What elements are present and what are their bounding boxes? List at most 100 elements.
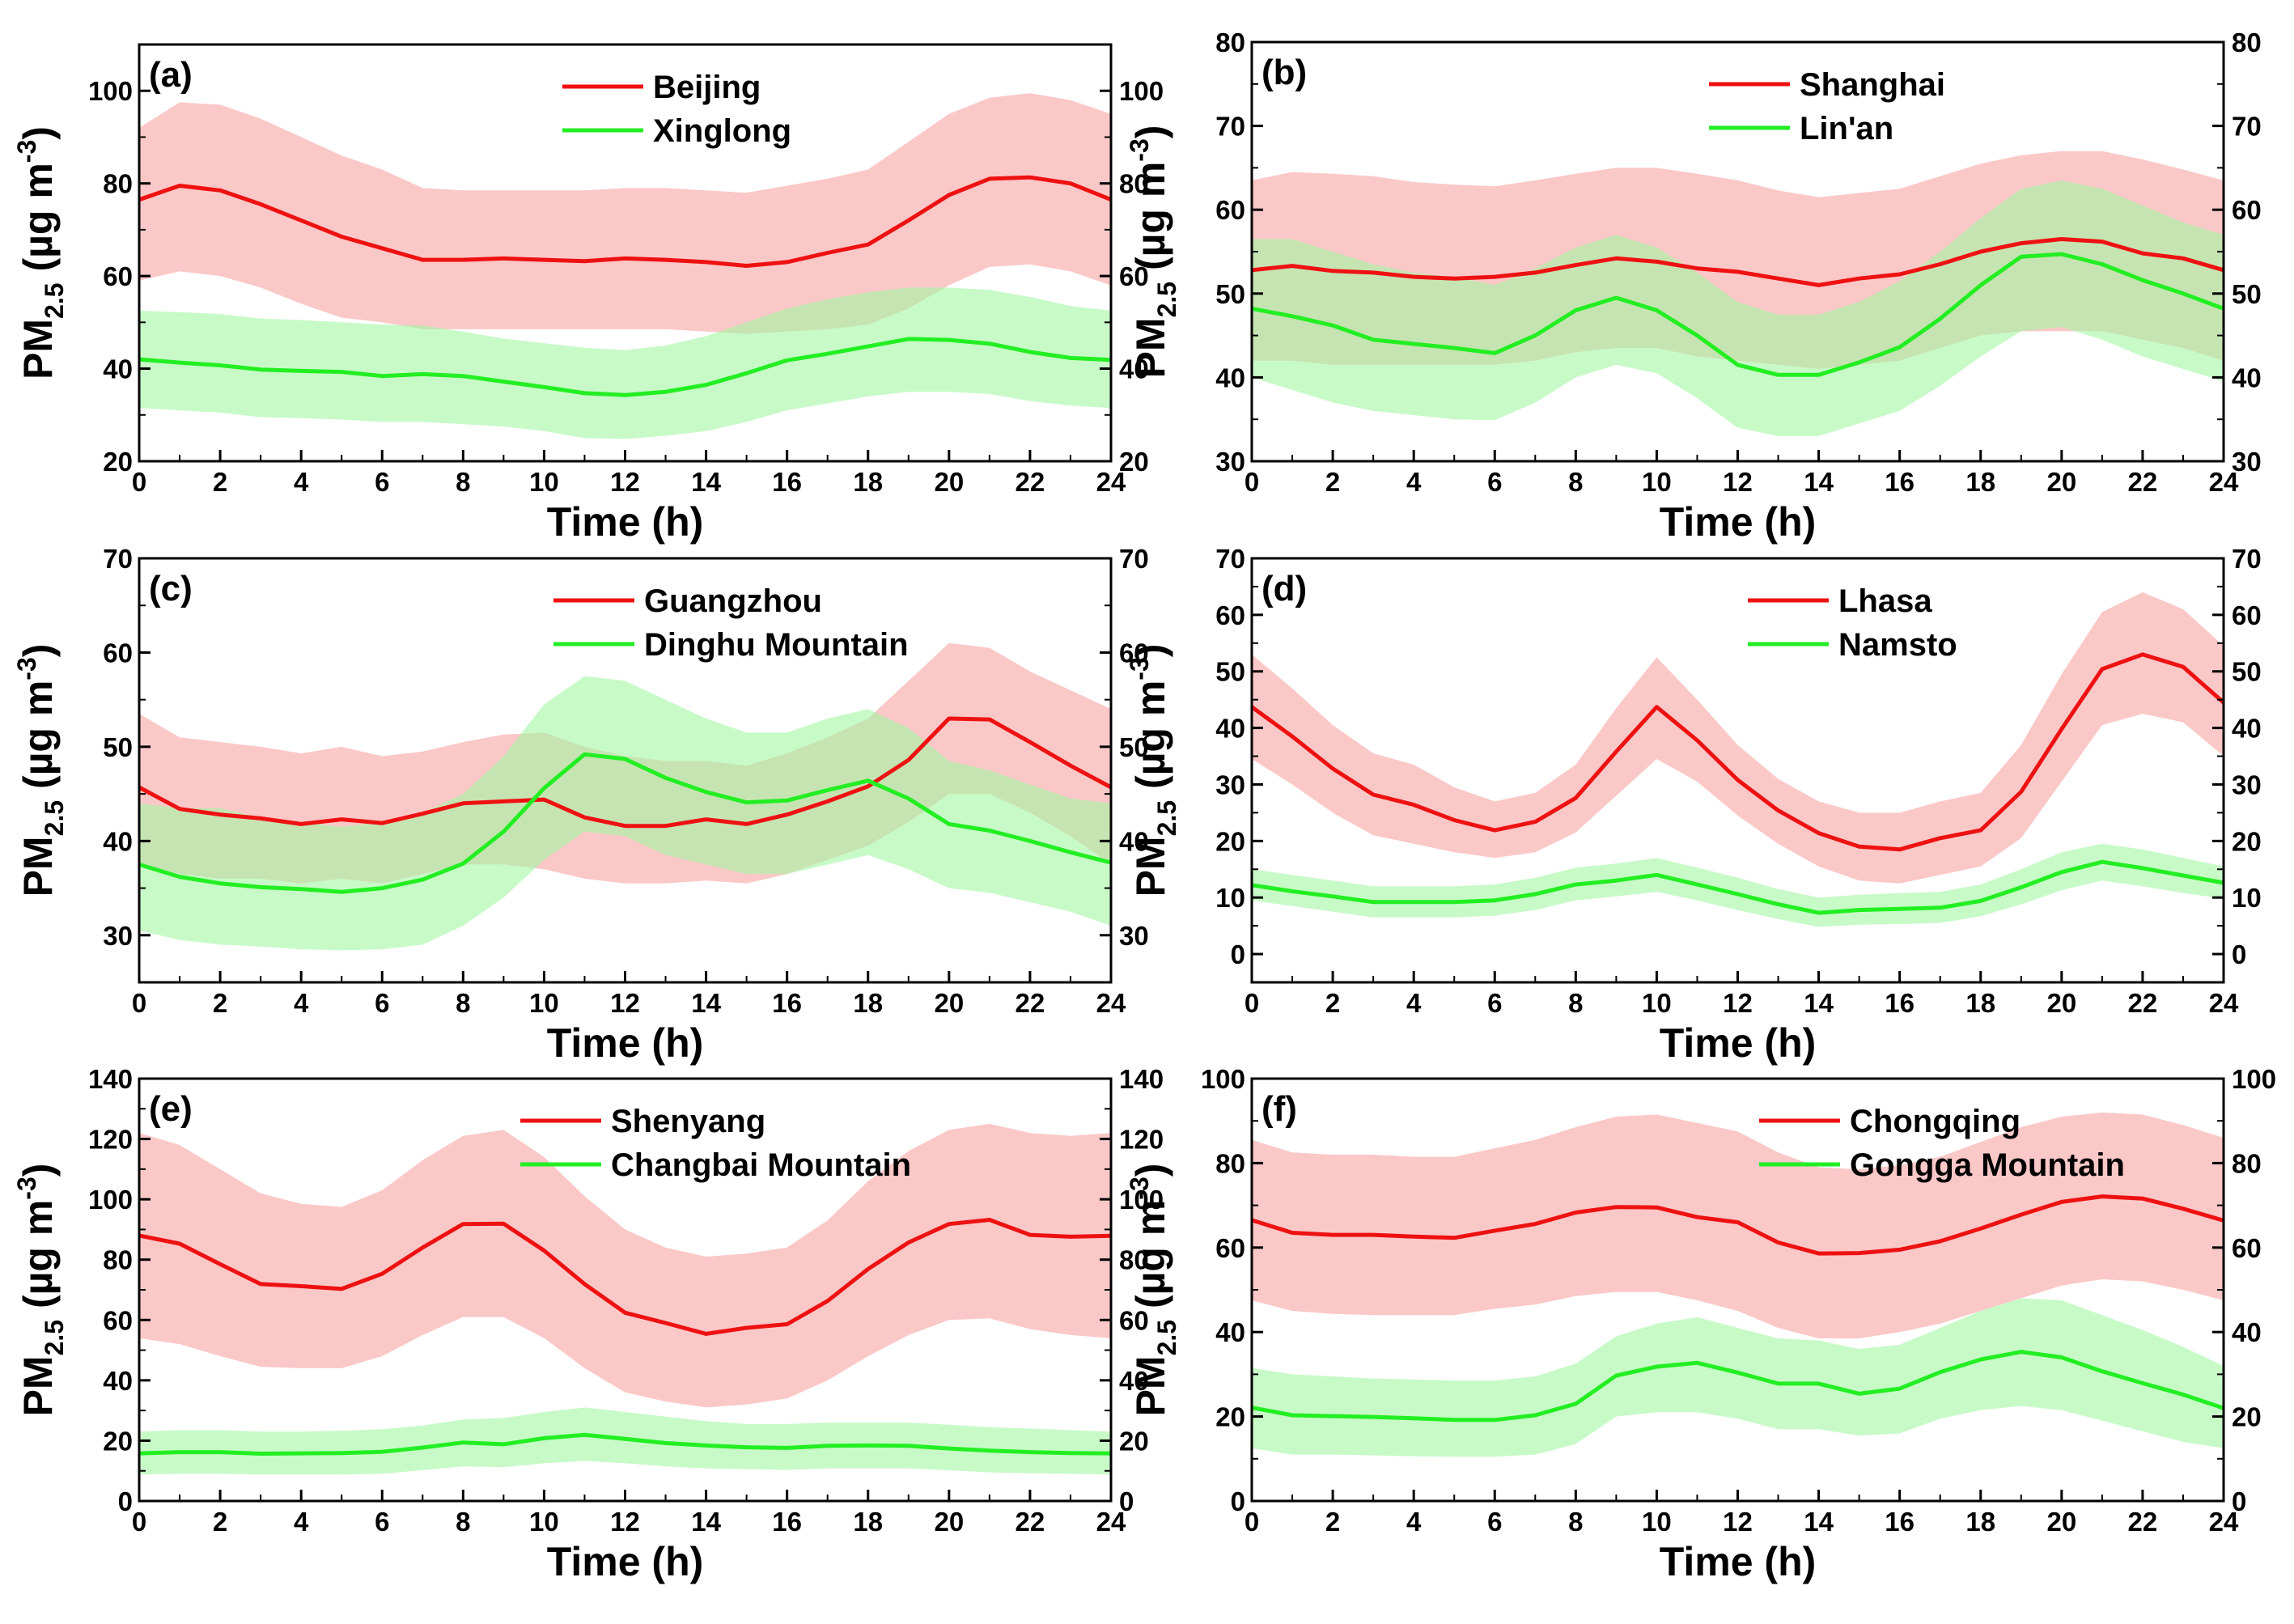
legend-label: Shenyang bbox=[611, 1104, 765, 1139]
band-changbai-mountain bbox=[139, 1407, 1111, 1475]
y-tick-label-left: 100 bbox=[1201, 1064, 1245, 1094]
x-tick-label: 2 bbox=[1325, 1507, 1340, 1537]
x-tick-label: 22 bbox=[1016, 1507, 1045, 1537]
x-tick-label: 0 bbox=[1245, 1507, 1259, 1537]
y-tick-label-right: 20 bbox=[2232, 826, 2262, 856]
panel-label: (e) bbox=[149, 1089, 193, 1129]
y-tick-label-right: 60 bbox=[2232, 195, 2262, 225]
y-tick-label-right: 100 bbox=[2232, 1064, 2276, 1094]
x-tick-label: 14 bbox=[1804, 988, 1834, 1018]
legend-label: Gongga Mountain bbox=[1850, 1147, 2125, 1183]
x-tick-label: 4 bbox=[1406, 988, 1422, 1018]
x-tick-label: 12 bbox=[1723, 988, 1753, 1018]
x-tick-label: 24 bbox=[1096, 467, 1126, 497]
x-tick-label: 8 bbox=[456, 988, 470, 1018]
line-xinglong bbox=[138, 337, 1112, 397]
x-tick-label: 8 bbox=[1568, 988, 1583, 1018]
legend-label: Lin'an bbox=[1800, 111, 1893, 146]
y-tick-label-right: 140 bbox=[1119, 1064, 1164, 1094]
y-tick-label-right: 50 bbox=[2232, 657, 2262, 687]
y-tick-label-left: 70 bbox=[103, 544, 133, 574]
x-tick-label: 22 bbox=[1016, 988, 1045, 1018]
x-tick-label: 20 bbox=[934, 1507, 964, 1537]
x-tick-label: 0 bbox=[132, 1507, 146, 1537]
y-tick-label-right: 80 bbox=[2232, 1148, 2262, 1178]
line-guangzhou bbox=[138, 716, 1113, 829]
legend-label: Xinglong bbox=[653, 113, 791, 149]
x-tick-label: 22 bbox=[2128, 1507, 2158, 1537]
x-tick-label: 10 bbox=[1642, 1507, 1672, 1537]
legend-label: Dinghu Mountain bbox=[644, 627, 909, 663]
x-tick-label: 16 bbox=[772, 988, 802, 1018]
y-tick-label-right: 30 bbox=[2232, 447, 2262, 477]
x-tick-label: 20 bbox=[934, 467, 964, 497]
x-tick-label: 6 bbox=[1487, 467, 1502, 497]
y-tick-label-right: 70 bbox=[2232, 112, 2262, 142]
y-tick-label-right: 40 bbox=[1119, 354, 1149, 384]
x-tick-label: 10 bbox=[1642, 988, 1672, 1018]
x-tick-label: 6 bbox=[375, 1507, 389, 1537]
y-tick-label-left: 40 bbox=[103, 1366, 133, 1396]
x-tick-label: 12 bbox=[610, 988, 640, 1018]
x-axis-label: Time (h) bbox=[1660, 1539, 1817, 1584]
y-tick-label-left: 40 bbox=[103, 354, 133, 384]
y-tick-label-left: 60 bbox=[103, 638, 133, 668]
x-tick-label: 24 bbox=[2209, 988, 2239, 1018]
x-tick-label: 2 bbox=[213, 467, 227, 497]
y-tick-label-right: 80 bbox=[2232, 28, 2262, 57]
x-tick-label: 2 bbox=[213, 1507, 227, 1537]
x-tick-label: 6 bbox=[375, 467, 389, 497]
line-lhasa bbox=[1250, 652, 2225, 852]
y-tick-label-left: 60 bbox=[103, 1305, 133, 1335]
y-tick-label-right: 0 bbox=[1119, 1486, 1134, 1516]
band-lhasa bbox=[1252, 592, 2224, 884]
legend-label: Changbai Mountain bbox=[611, 1147, 911, 1183]
y-tick-label-left: 80 bbox=[103, 169, 133, 199]
x-axis-label: Time (h) bbox=[1660, 1020, 1817, 1066]
panel-label: (d) bbox=[1261, 569, 1307, 608]
x-tick-label: 18 bbox=[853, 1507, 883, 1537]
y-tick-label-left: 100 bbox=[88, 76, 133, 106]
x-tick-label: 12 bbox=[1723, 1507, 1753, 1537]
legend-label: Namsto bbox=[1838, 627, 1957, 663]
y-tick-label-left: 60 bbox=[1215, 195, 1245, 225]
x-tick-label: 4 bbox=[294, 988, 309, 1018]
y-tick-label-right: 70 bbox=[1119, 544, 1149, 574]
y-tick-label-right: 60 bbox=[2232, 600, 2262, 630]
y-tick-label-right: 80 bbox=[1119, 169, 1149, 199]
y-tick-label-right: 40 bbox=[1119, 1366, 1149, 1396]
y-tick-label-right: 0 bbox=[2232, 939, 2246, 969]
x-tick-label: 8 bbox=[456, 467, 470, 497]
y-tick-label-left: 40 bbox=[1215, 1317, 1245, 1347]
x-tick-label: 6 bbox=[375, 988, 389, 1018]
y-axis-label: PM2.5 (µg m-3) bbox=[1125, 125, 1181, 379]
y-tick-label-left: 70 bbox=[1215, 112, 1245, 142]
y-tick-label-left: 60 bbox=[1215, 600, 1245, 630]
y-tick-label-right: 40 bbox=[1119, 826, 1149, 856]
x-tick-label: 14 bbox=[1804, 467, 1834, 497]
y-tick-label-left: 100 bbox=[88, 1185, 133, 1215]
y-tick-label-left: 50 bbox=[1215, 657, 1245, 687]
x-tick-label: 16 bbox=[772, 467, 802, 497]
y-tick-label-right: 0 bbox=[2232, 1486, 2246, 1516]
x-tick-label: 4 bbox=[294, 1507, 309, 1537]
x-tick-label: 10 bbox=[529, 988, 559, 1018]
x-tick-label: 24 bbox=[2209, 1507, 2239, 1537]
legend-label: Guangzhou bbox=[644, 583, 822, 619]
x-tick-label: 2 bbox=[213, 988, 227, 1018]
x-tick-label: 12 bbox=[1723, 467, 1753, 497]
y-tick-label-left: 50 bbox=[1215, 279, 1245, 309]
y-axis-label: PM2.5 (µg m-3) bbox=[1125, 644, 1181, 897]
x-tick-label: 8 bbox=[1568, 467, 1583, 497]
y-tick-label-left: 140 bbox=[88, 1064, 133, 1094]
y-tick-label-left: 50 bbox=[103, 732, 133, 762]
x-tick-label: 12 bbox=[610, 467, 640, 497]
band-chongqing bbox=[1252, 1112, 2224, 1338]
y-tick-label-left: 30 bbox=[1215, 770, 1245, 799]
y-tick-label-right: 50 bbox=[2232, 279, 2262, 309]
x-tick-label: 18 bbox=[853, 988, 883, 1018]
x-tick-label: 4 bbox=[294, 467, 309, 497]
